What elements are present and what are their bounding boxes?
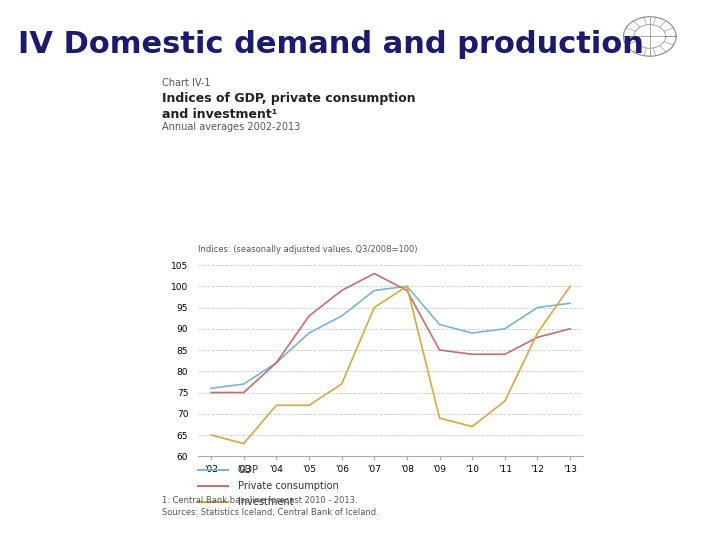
Text: IV Domestic demand and production: IV Domestic demand and production [18,30,644,59]
Text: GDP: GDP [238,465,258,475]
Text: Investment: Investment [238,497,293,507]
Text: Annual averages 2002-2013: Annual averages 2002-2013 [162,122,300,132]
Text: Indices of GDP, private consumption
and investment¹: Indices of GDP, private consumption and … [162,92,415,122]
Text: Indices: (seasonally adjusted values, Q3/2008=100): Indices: (seasonally adjusted values, Q3… [198,245,418,254]
Text: 1. Central Bank baseline forecast 2010 - 2013.
Sources: Statistics Iceland, Cent: 1. Central Bank baseline forecast 2010 -… [162,496,379,517]
Text: Chart IV-1: Chart IV-1 [162,78,210,89]
Text: Private consumption: Private consumption [238,481,338,491]
